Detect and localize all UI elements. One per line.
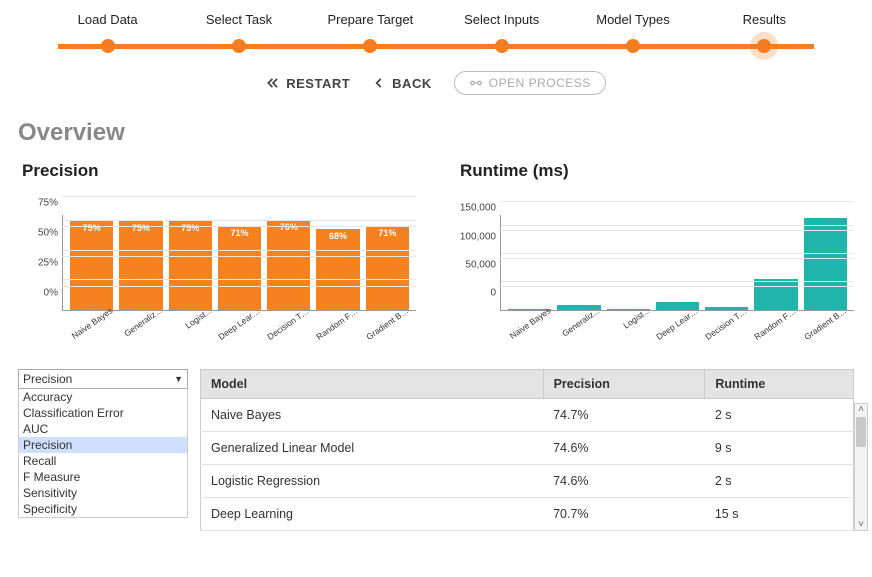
table-row[interactable]: Logistic Regression74.6%2 s bbox=[201, 465, 854, 498]
table-row[interactable]: Deep Learning70.7%15 s bbox=[201, 498, 854, 531]
metric-option[interactable]: Specificity bbox=[19, 501, 187, 517]
scroll-down-icon[interactable]: ˅ bbox=[858, 519, 864, 530]
gridline bbox=[500, 286, 854, 287]
restart-button[interactable]: RESTART bbox=[266, 76, 350, 91]
table-row[interactable]: Naive Bayes74.7%2 s bbox=[201, 399, 854, 432]
step-label[interactable]: Select Inputs bbox=[436, 12, 567, 27]
step-dot[interactable] bbox=[101, 39, 115, 53]
y-tick-label: 75% bbox=[38, 198, 58, 209]
metric-listbox[interactable]: AccuracyClassification ErrorAUCPrecision… bbox=[18, 389, 188, 518]
y-tick-label: 150,000 bbox=[460, 203, 496, 214]
metric-option[interactable]: Recall bbox=[19, 453, 187, 469]
runtime-chart-title: Runtime (ms) bbox=[460, 161, 854, 181]
scroll-up-icon[interactable]: ˄ bbox=[858, 404, 864, 415]
back-label: BACK bbox=[392, 76, 432, 91]
table-cell: Generalized Linear Model bbox=[201, 432, 544, 465]
precision-chart-title: Precision bbox=[22, 161, 416, 181]
table-cell: 2 s bbox=[705, 465, 854, 498]
step-dot[interactable] bbox=[363, 39, 377, 53]
chart-bar: 75% bbox=[119, 221, 162, 310]
table-header[interactable]: Model bbox=[201, 370, 544, 399]
process-icon bbox=[469, 76, 483, 90]
chart-bar: 68% bbox=[316, 229, 359, 310]
chart-bar: 71% bbox=[218, 226, 261, 310]
table-header[interactable]: Precision bbox=[543, 370, 705, 399]
chart-bar bbox=[804, 218, 847, 310]
bar-value-label: 68% bbox=[316, 231, 359, 241]
metric-select-value: Precision bbox=[23, 372, 72, 386]
table-scrollbar[interactable]: ˄ ˅ bbox=[854, 403, 868, 531]
table-cell: Naive Bayes bbox=[201, 399, 544, 432]
y-tick-label: 0% bbox=[44, 288, 58, 299]
metric-option[interactable]: Precision bbox=[19, 437, 187, 453]
chart-bar: 71% bbox=[366, 226, 409, 310]
chart-bar: 75% bbox=[169, 221, 212, 310]
table-cell: Logistic Regression bbox=[201, 465, 544, 498]
open-process-button[interactable]: OPEN PROCESS bbox=[454, 71, 606, 95]
bar-value-label: 75% bbox=[119, 223, 162, 233]
bar-value-label: 71% bbox=[366, 228, 409, 238]
table-cell: 74.6% bbox=[543, 432, 705, 465]
chevron-left-icon bbox=[372, 76, 386, 90]
y-tick-label: 50,000 bbox=[465, 259, 496, 270]
gridline bbox=[62, 286, 416, 287]
step-dot[interactable] bbox=[757, 39, 771, 53]
table-row[interactable]: Generalized Linear Model74.6%9 s bbox=[201, 432, 854, 465]
gridline bbox=[62, 226, 416, 227]
bar-value-label: 75% bbox=[70, 223, 113, 233]
workflow-stepper: Load DataSelect TaskPrepare TargetSelect… bbox=[42, 12, 830, 59]
open-process-label: OPEN PROCESS bbox=[489, 76, 591, 90]
overview-heading: Overview bbox=[18, 119, 854, 147]
metric-option[interactable]: Classification Error bbox=[19, 405, 187, 421]
step-dot[interactable] bbox=[626, 39, 640, 53]
metric-select[interactable]: Precision bbox=[18, 369, 188, 389]
step-dot[interactable] bbox=[495, 39, 509, 53]
y-tick-label: 0 bbox=[490, 288, 496, 299]
gridline bbox=[62, 196, 416, 197]
table-cell: 9 s bbox=[705, 432, 854, 465]
metric-option[interactable]: Sensitivity bbox=[19, 485, 187, 501]
table-cell: Deep Learning bbox=[201, 498, 544, 531]
results-table: ModelPrecisionRuntime Naive Bayes74.7%2 … bbox=[200, 369, 854, 531]
gridline bbox=[500, 258, 854, 259]
metric-option[interactable]: Accuracy bbox=[19, 389, 187, 405]
step-label[interactable]: Model Types bbox=[567, 12, 698, 27]
runtime-chart: Runtime (ms) 050,000100,000150,000 Naive… bbox=[456, 161, 854, 355]
metric-option[interactable]: F Measure bbox=[19, 469, 187, 485]
y-tick-label: 25% bbox=[38, 258, 58, 269]
chart-bar: 76% bbox=[267, 220, 310, 310]
precision-chart: Precision 0% 25% 50% 75% 75% 75% 75% 71% 76% 68%… bbox=[18, 161, 416, 355]
step-label[interactable]: Prepare Target bbox=[305, 12, 436, 27]
step-label[interactable]: Select Task bbox=[173, 12, 304, 27]
scroll-thumb[interactable] bbox=[856, 417, 866, 447]
table-cell: 74.6% bbox=[543, 465, 705, 498]
y-tick-label: 50% bbox=[38, 228, 58, 239]
gridline bbox=[500, 201, 854, 202]
gridline bbox=[500, 230, 854, 231]
step-label[interactable]: Load Data bbox=[42, 12, 173, 27]
bar-value-label: 71% bbox=[218, 228, 261, 238]
step-dot[interactable] bbox=[232, 39, 246, 53]
table-cell: 74.7% bbox=[543, 399, 705, 432]
metric-option[interactable]: AUC bbox=[19, 421, 187, 437]
table-cell: 70.7% bbox=[543, 498, 705, 531]
y-tick-label: 100,000 bbox=[460, 231, 496, 242]
step-label[interactable]: Results bbox=[699, 12, 830, 27]
gridline bbox=[62, 256, 416, 257]
chart-bar: 75% bbox=[70, 221, 113, 310]
bar-value-label: 75% bbox=[169, 223, 212, 233]
restart-label: RESTART bbox=[286, 76, 350, 91]
nav-row: RESTART BACK OPEN PROCESS bbox=[18, 71, 854, 95]
back-button[interactable]: BACK bbox=[372, 76, 432, 91]
table-cell: 2 s bbox=[705, 399, 854, 432]
table-cell: 15 s bbox=[705, 498, 854, 531]
table-header[interactable]: Runtime bbox=[705, 370, 854, 399]
double-chevron-left-icon bbox=[266, 76, 280, 90]
